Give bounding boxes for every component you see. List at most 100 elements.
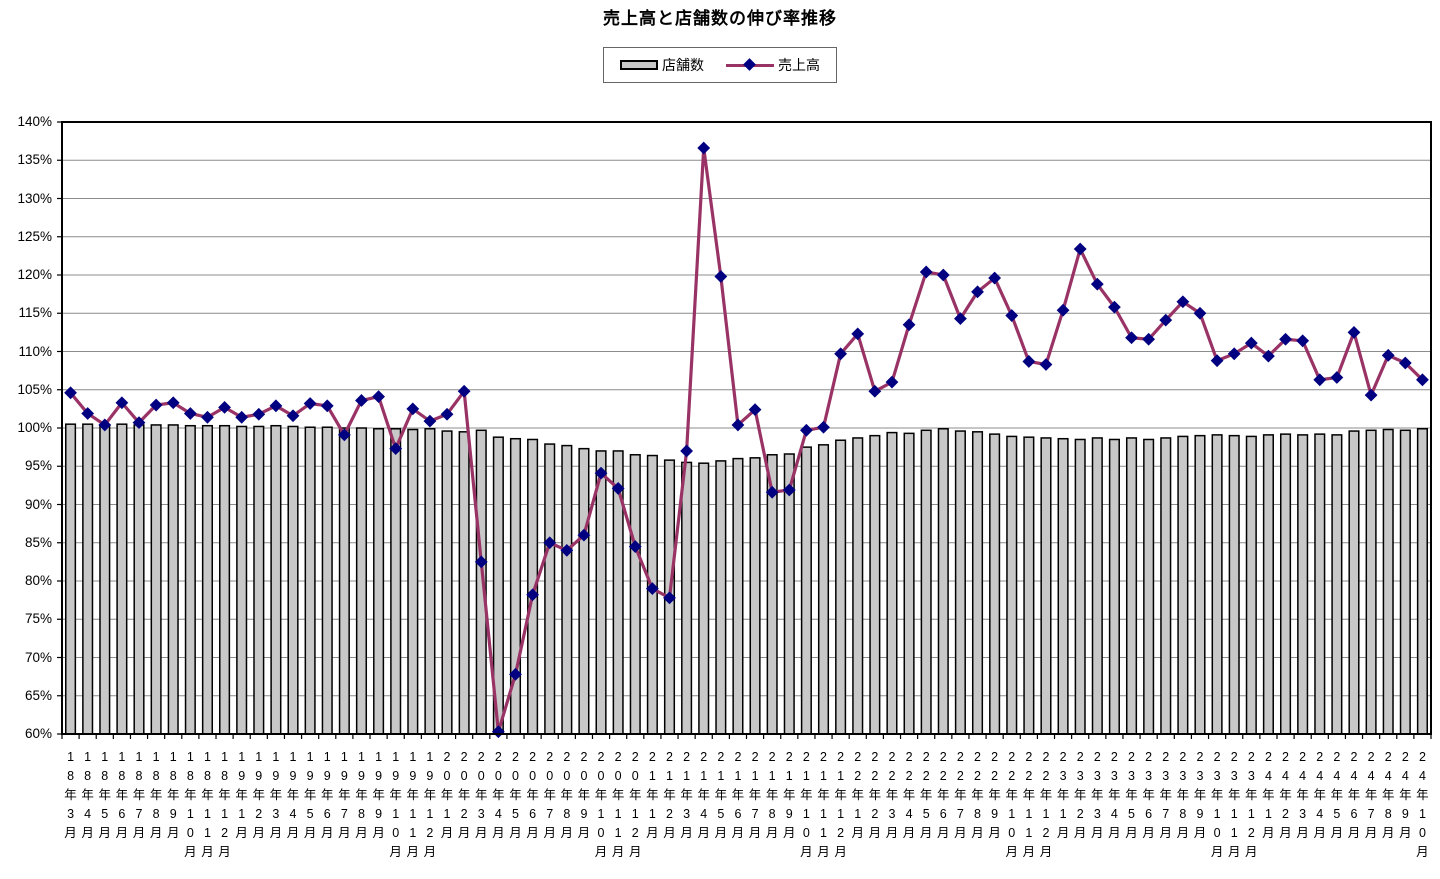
legend-item-sales: 売上高	[726, 55, 820, 75]
store-count-bar	[1331, 434, 1343, 735]
y-axis-label: 110%	[18, 343, 52, 359]
store-count-bar	[82, 423, 94, 735]
x-axis-label: 2 1 年 8 月	[765, 750, 779, 840]
sales-marker	[902, 318, 916, 332]
store-count-bar	[800, 446, 812, 735]
sales-marker	[936, 268, 950, 282]
y-axis-label: 80%	[24, 573, 52, 588]
x-axis-label: 2 0 年 6 月	[526, 750, 539, 840]
x-axis-label: 2 2 年 5 月	[919, 750, 933, 840]
store-count-bar	[287, 425, 299, 735]
sales-marker	[680, 444, 694, 458]
sales-marker	[765, 485, 779, 499]
sales-marker	[1056, 303, 1070, 317]
x-axis-label: 1 9 年 2 月	[252, 750, 266, 840]
sales-marker	[577, 528, 591, 542]
store-count-bar	[1228, 434, 1240, 735]
legend-box: 店舗数 売上高	[603, 47, 837, 83]
sales-marker	[1005, 309, 1019, 322]
x-axis-label: 2 3 年 9 月	[1193, 750, 1207, 840]
sales-marker	[560, 544, 574, 557]
x-axis-label: 2 1 年 1 0 月	[800, 750, 813, 859]
sales-marker	[269, 399, 283, 413]
x-axis-label: 2 0 年 9 月	[577, 750, 591, 840]
sales-marker	[201, 410, 214, 424]
x-axis-label: 2 0 年 1 2 月	[629, 750, 642, 859]
sales-marker	[474, 555, 488, 569]
sales-marker	[115, 396, 129, 410]
x-axis-label: 1 9 年 1 2 月	[423, 750, 437, 859]
store-count-bar	[441, 430, 453, 735]
store-count-bar	[1211, 434, 1223, 735]
store-count-bar	[749, 457, 761, 735]
chart-title: 売上高と店舗数の伸び率推移	[603, 9, 837, 28]
store-count-bar	[1279, 433, 1292, 735]
x-axis-label: 1 8 年 5 月	[98, 750, 112, 840]
store-count-bar	[1245, 435, 1257, 735]
sales-marker	[1022, 355, 1036, 368]
sales-marker	[543, 536, 557, 550]
sales-marker	[509, 667, 522, 681]
x-axis-label: 1 9 年 8 月	[355, 750, 368, 840]
store-count-bar	[65, 423, 77, 735]
store-count-bar	[1194, 434, 1206, 735]
sales-marker	[337, 428, 351, 442]
sales-marker	[645, 582, 659, 596]
store-count-bar	[920, 429, 932, 735]
store-count-bar	[715, 460, 727, 735]
store-count-bar	[681, 461, 693, 735]
y-axis-label: 105%	[17, 381, 52, 397]
legend-item-stores: 店舗数	[620, 55, 704, 75]
sales-marker	[988, 271, 1002, 285]
x-axis-label: 2 2 年 8 月	[971, 750, 984, 840]
store-count-bar	[869, 434, 881, 735]
sales-marker	[1279, 332, 1292, 346]
x-axis-label: 2 4 年 9 月	[1399, 750, 1412, 840]
x-axis-label: 2 3 年 5 月	[1125, 750, 1138, 840]
store-count-bar	[903, 432, 915, 735]
store-count-bar	[595, 450, 607, 735]
sales-marker	[919, 265, 933, 279]
sales-marker	[971, 285, 984, 299]
x-axis-label: 2 4 年 7 月	[1364, 750, 1378, 840]
x-axis-label: 1 9 年 1 0 月	[389, 750, 402, 859]
sales-marker	[1262, 349, 1275, 363]
store-count-bar	[1314, 433, 1326, 735]
sales-marker	[1142, 332, 1156, 346]
x-axis-label: 2 2 年 9 月	[988, 750, 1001, 840]
sales-marker	[355, 394, 368, 407]
store-count-bar	[1297, 434, 1309, 735]
x-axis-label: 2 4 年 8 月	[1381, 750, 1395, 840]
store-count-bar	[1365, 429, 1377, 735]
sales-marker	[406, 402, 420, 416]
store-count-bar	[424, 428, 436, 735]
y-axis-label: 115%	[18, 305, 52, 321]
sales-marker	[799, 423, 813, 437]
sales-marker	[526, 588, 539, 602]
x-axis-label: 2 3 年 8 月	[1176, 750, 1190, 840]
store-count-bar	[184, 424, 196, 735]
store-count-bar	[304, 426, 316, 735]
store-count-bar	[886, 431, 898, 735]
store-count-bar	[1125, 437, 1138, 735]
x-axis-label: 1 8 年 1 0 月	[184, 750, 197, 859]
x-axis-label: 2 0 年 5 月	[509, 750, 522, 840]
sales-marker	[1210, 354, 1224, 368]
store-count-bar	[578, 447, 590, 735]
x-axis-label: 2 2 年 1 1 月	[1022, 750, 1036, 859]
x-axis-label: 1 8 年 6 月	[115, 750, 129, 840]
y-axis-label: 65%	[24, 687, 52, 703]
x-axis-label: 2 1 年 7 月	[748, 750, 762, 840]
x-axis-label: 1 8 年 7 月	[132, 750, 146, 840]
sales-marker	[81, 407, 95, 420]
sales-marker	[1176, 295, 1190, 309]
store-count-bar	[236, 425, 248, 735]
store-count-bar	[1416, 428, 1428, 735]
sales-marker	[286, 409, 300, 423]
sales-marker	[748, 403, 762, 417]
sales-marker	[1090, 277, 1104, 291]
sales-marker	[851, 327, 865, 341]
store-count-bar	[321, 426, 333, 735]
store-count-bar	[99, 424, 111, 735]
x-axis-label: 2 0 年 1 月	[440, 750, 454, 840]
